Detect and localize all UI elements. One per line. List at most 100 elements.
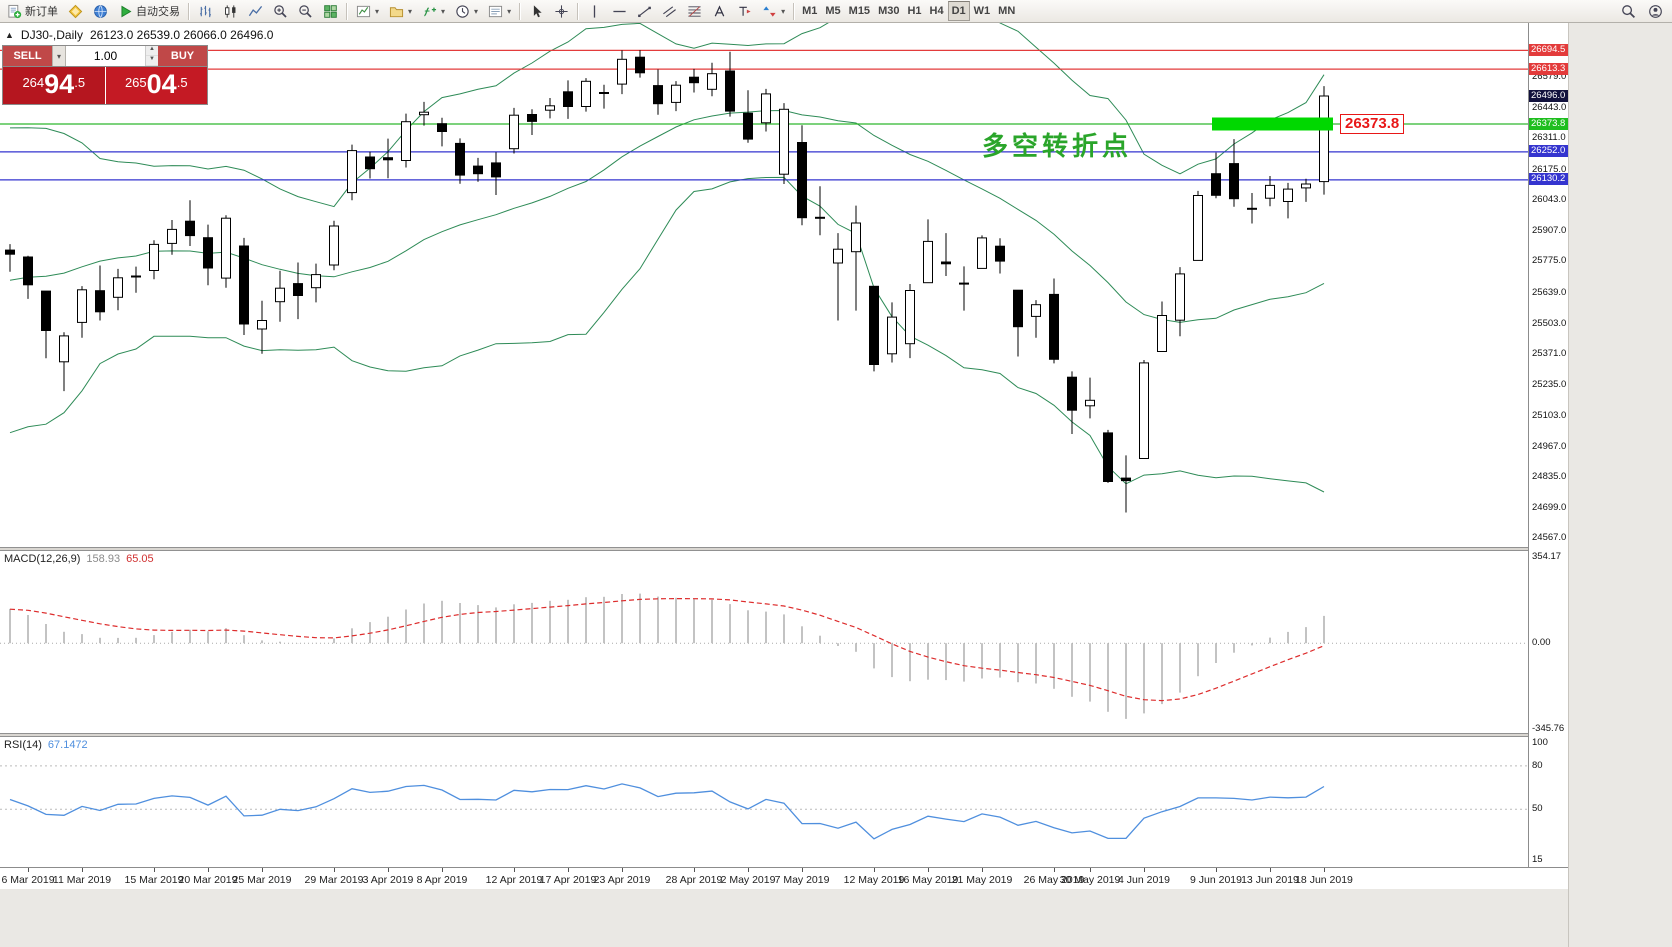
chart-window[interactable]: ▲ DJ30-,Daily 26123.0 26539.0 26066.0 26… bbox=[0, 23, 1568, 947]
window-bottom-filler bbox=[0, 889, 1568, 947]
candle bbox=[761, 93, 771, 124]
candle bbox=[167, 228, 177, 244]
candle bbox=[887, 316, 897, 355]
highlight-rectangle[interactable] bbox=[1212, 117, 1333, 131]
timeframe-w1-button[interactable]: W1 bbox=[970, 1, 995, 21]
templates-button[interactable]: ▾ bbox=[483, 1, 516, 21]
price-tick: 25639.0 bbox=[1532, 286, 1567, 298]
fibonacci-retracement-button[interactable] bbox=[682, 1, 707, 21]
timeframe-d1-button[interactable]: D1 bbox=[947, 1, 970, 21]
candle bbox=[455, 142, 465, 176]
community-profile-button[interactable] bbox=[1643, 1, 1668, 21]
timeframe-h4-button[interactable]: H4 bbox=[926, 1, 948, 21]
new-order-button[interactable]: 新订单 bbox=[2, 1, 63, 21]
candle bbox=[1085, 399, 1095, 407]
price-digits: .5 bbox=[176, 75, 188, 90]
timeframe-m1-button[interactable]: M1 bbox=[798, 1, 821, 21]
collapse-panel-icon[interactable]: ▲ bbox=[5, 30, 14, 40]
candle bbox=[833, 248, 843, 264]
text-label-button[interactable] bbox=[732, 1, 757, 21]
cursor-button[interactable] bbox=[524, 1, 549, 21]
candlestick-mode-button[interactable] bbox=[218, 1, 243, 21]
mql5-community-button[interactable] bbox=[88, 1, 113, 21]
rsi-panel[interactable] bbox=[0, 737, 1528, 867]
price-scale[interactable]: 26579.0 26443.0 26311.0 26175.0 26043.0 25907… bbox=[1528, 23, 1568, 867]
timeframe-h1-button[interactable]: H1 bbox=[903, 1, 925, 21]
autotrading-icon bbox=[121, 5, 132, 17]
price-digits: .5 bbox=[74, 75, 86, 90]
dropdown-caret-icon: ▾ bbox=[507, 6, 512, 16]
candles-icon bbox=[225, 4, 236, 18]
vertical-line-button[interactable] bbox=[582, 1, 607, 21]
auto-arrange-button[interactable] bbox=[318, 1, 343, 21]
axis-date-label: 25 Mar 2019 bbox=[232, 874, 292, 886]
crosshair-button[interactable] bbox=[549, 1, 574, 21]
price-tick: 25235.0 bbox=[1532, 379, 1567, 391]
bollinger-lower-band bbox=[9, 176, 1325, 493]
buy-price[interactable]: 265 04.5 bbox=[105, 67, 207, 104]
search-icon bbox=[1622, 4, 1636, 18]
main-chart[interactable] bbox=[0, 23, 1528, 547]
indicators-button[interactable]: ▾ bbox=[417, 1, 450, 21]
chart-annotation: 多空转折点 bbox=[982, 131, 1133, 161]
volume-up-icon[interactable]: ▲ bbox=[146, 46, 158, 56]
timeframe-m30-button[interactable]: M30 bbox=[874, 1, 903, 21]
volume-down-icon[interactable]: ▼ bbox=[146, 56, 158, 66]
axis-date-label: 18 Jun 2019 bbox=[1295, 874, 1353, 886]
chart-title-bar: ▲ DJ30-,Daily 26123.0 26539.0 26066.0 26… bbox=[5, 28, 273, 42]
timeframe-m15-button[interactable]: M15 bbox=[845, 1, 874, 21]
time-axis[interactable]: 6 Mar 2019 11 Mar 2019 15 Mar 2019 20 Mar 2… bbox=[0, 867, 1568, 890]
candle bbox=[779, 108, 789, 175]
axis-tick bbox=[442, 868, 443, 872]
one-click-options-caret[interactable]: ▾ bbox=[52, 46, 66, 66]
periods-button[interactable]: ▾ bbox=[450, 1, 483, 21]
axis-date-label: 13 Jun 2019 bbox=[1241, 874, 1299, 886]
axis-date-label: 16 May 2019 bbox=[897, 874, 959, 886]
autotrading-button[interactable]: 自动交易 bbox=[113, 1, 185, 21]
equidistant-channel-button[interactable] bbox=[657, 1, 682, 21]
profiles-icon bbox=[389, 6, 404, 17]
metaeditor-button[interactable] bbox=[63, 1, 88, 21]
candle bbox=[95, 290, 105, 313]
sell-button[interactable]: SELL bbox=[3, 46, 52, 66]
price-tick: 26443.0 bbox=[1532, 102, 1567, 114]
text-button[interactable] bbox=[707, 1, 732, 21]
candle bbox=[1247, 207, 1257, 210]
macd-histogram bbox=[9, 593, 1325, 719]
zoom-in-button[interactable] bbox=[268, 1, 293, 21]
trendline-button[interactable] bbox=[632, 1, 657, 21]
panel-splitter-rsi[interactable] bbox=[0, 733, 1568, 737]
price-digits: 265 bbox=[124, 75, 147, 90]
volume-input[interactable] bbox=[66, 46, 145, 66]
line-chart-mode-button[interactable] bbox=[243, 1, 268, 21]
candle bbox=[1103, 432, 1113, 482]
candle bbox=[311, 274, 321, 289]
timeframe-mn-button[interactable]: MN bbox=[994, 1, 1019, 21]
profiles-button[interactable]: ▾ bbox=[384, 1, 417, 21]
axis-tick bbox=[694, 868, 695, 872]
axis-tick bbox=[334, 868, 335, 872]
candle bbox=[653, 85, 663, 105]
timeframe-m5-button[interactable]: M5 bbox=[821, 1, 844, 21]
buy-button[interactable]: BUY bbox=[158, 46, 207, 66]
arrow-objects-button[interactable]: ▾ bbox=[757, 1, 790, 21]
candle bbox=[401, 121, 411, 161]
toolbar-right bbox=[1616, 1, 1672, 21]
macd-scale-label: 0.00 bbox=[1532, 637, 1551, 649]
panel-splitter-macd[interactable] bbox=[0, 547, 1568, 551]
axis-date-label: 17 Apr 2019 bbox=[539, 874, 597, 886]
candle bbox=[1265, 184, 1275, 199]
axis-tick bbox=[28, 868, 29, 872]
new-chart-icon bbox=[356, 5, 371, 17]
candle bbox=[941, 261, 951, 265]
horizontal-line-button[interactable] bbox=[607, 1, 632, 21]
search-button[interactable] bbox=[1616, 1, 1641, 21]
zoom-out-button[interactable] bbox=[293, 1, 318, 21]
volume-stepper: ▲ ▼ bbox=[145, 46, 158, 66]
rsi-scale-label: 15 bbox=[1532, 853, 1543, 865]
macd-panel[interactable] bbox=[0, 551, 1528, 733]
new-chart-button[interactable]: ▾ bbox=[351, 1, 384, 21]
zoom-out-icon bbox=[299, 4, 312, 18]
bar-chart-mode-button[interactable] bbox=[193, 1, 218, 21]
sell-price[interactable]: 264 94.5 bbox=[3, 67, 106, 104]
